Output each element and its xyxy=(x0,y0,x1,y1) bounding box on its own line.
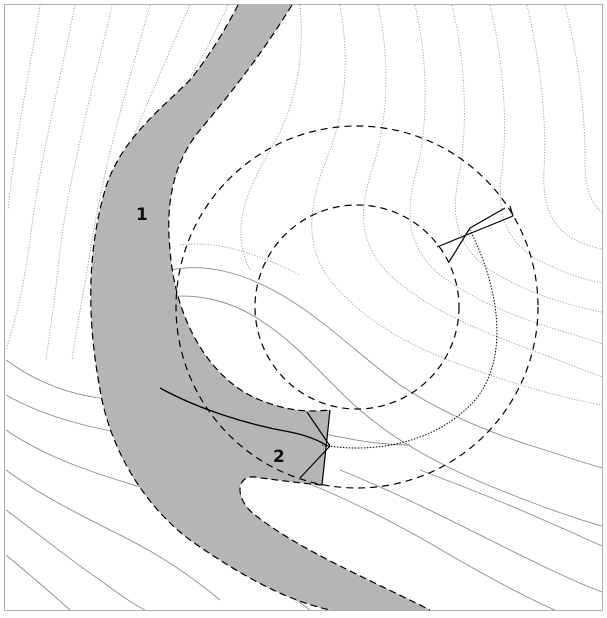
contour-line xyxy=(45,4,113,361)
contour-line xyxy=(363,4,603,378)
contour-line xyxy=(5,509,146,611)
inner-construction-circle xyxy=(254,204,460,410)
contour-line xyxy=(5,469,221,601)
road-edge-outer xyxy=(90,4,331,611)
contour-line xyxy=(451,4,603,313)
road xyxy=(90,4,431,611)
contour-line xyxy=(169,267,603,469)
contour-line xyxy=(419,469,603,547)
contour-line xyxy=(5,554,71,611)
contour-line xyxy=(311,4,603,406)
contour-line xyxy=(7,4,41,211)
contour-line xyxy=(5,4,76,351)
contour-line xyxy=(409,4,603,345)
road-label-1: 1 xyxy=(136,205,148,225)
contour-line xyxy=(179,243,301,276)
contour-line xyxy=(526,4,603,250)
section-marker-upper xyxy=(436,205,514,263)
contour-line xyxy=(299,479,556,611)
road-band xyxy=(90,5,430,610)
contour-line xyxy=(119,4,191,171)
road-centerline-arc xyxy=(159,387,329,447)
contour-line xyxy=(71,4,151,361)
outer-construction-circle xyxy=(175,125,539,489)
section-marker-lower xyxy=(299,409,331,486)
proposed-curve-arc xyxy=(321,229,498,449)
contour-line xyxy=(149,295,603,527)
diagram-frame xyxy=(4,4,603,611)
contour-line xyxy=(564,4,603,213)
road-label-2: 2 xyxy=(273,447,285,467)
contour-line xyxy=(339,469,603,593)
